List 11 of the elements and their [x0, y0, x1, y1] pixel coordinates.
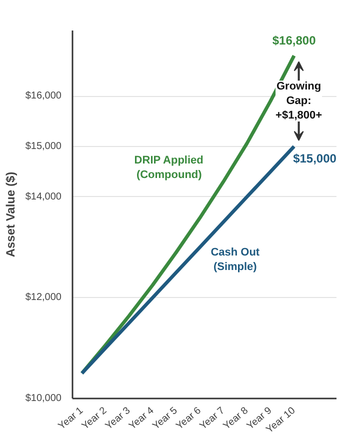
data-label: $16,800 — [272, 34, 316, 48]
series-label: DRIP Applied (Compound) — [134, 154, 204, 181]
y-tick-label: $14,000 — [25, 191, 62, 202]
y-tick-label: $16,000 — [25, 90, 62, 102]
y-tick-label: $12,000 — [25, 292, 62, 304]
y-axis-title: Asset Value ($) — [3, 172, 18, 258]
series-label: Cash Out (Simple) — [210, 246, 260, 274]
annotation: Growing Gap: +$1,800+ — [276, 80, 322, 122]
y-tick-label: $10,000 — [25, 393, 62, 404]
data-label: $15,000 — [293, 151, 337, 166]
y-tick-label: $15,000 — [25, 140, 62, 152]
